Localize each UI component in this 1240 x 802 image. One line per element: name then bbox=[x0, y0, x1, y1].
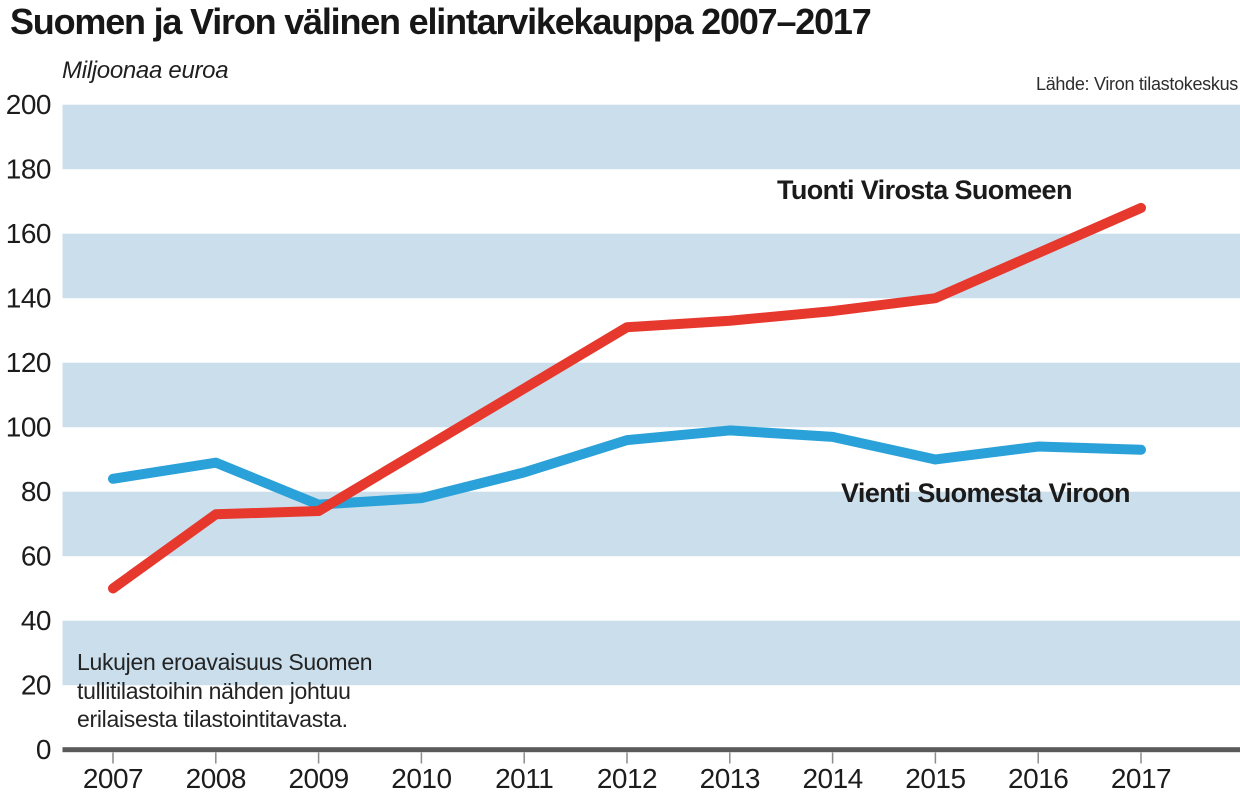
y-axis-tick-label: 40 bbox=[21, 605, 51, 636]
y-axis-tick-label: 120 bbox=[6, 347, 51, 378]
y-axis-tick-label: 140 bbox=[6, 283, 51, 314]
series-line-vienti-suomesta-viroon bbox=[108, 425, 1146, 510]
source-credit: Lähde: Viron tilastokeskus bbox=[1036, 74, 1238, 94]
series-line-tuonti-virosta-suomeen bbox=[108, 202, 1146, 594]
x-axis-tick-label: 2017 bbox=[1111, 763, 1171, 794]
x-axis-tick-label: 2010 bbox=[391, 763, 451, 794]
y-axis-tick-label: 60 bbox=[21, 541, 51, 572]
y-axis-tick-label: 160 bbox=[6, 218, 51, 249]
y-axis-tick-label: 80 bbox=[21, 476, 51, 507]
y-axis-tick-label: 200 bbox=[6, 89, 51, 120]
x-axis-tick-label: 2015 bbox=[905, 763, 965, 794]
x-axis-tick-label: 2007 bbox=[83, 763, 143, 794]
y-axis-tick-label: 20 bbox=[21, 670, 51, 701]
y-axis-tick-label: 180 bbox=[6, 154, 51, 185]
series-label-vienti-suomesta-viroon: Vienti Suomesta Viroon bbox=[841, 478, 1130, 508]
background-stripe-band bbox=[62, 620, 1240, 686]
y-axis-unit-label: Miljoonaa euroa bbox=[62, 57, 229, 84]
y-axis-tick-label: 0 bbox=[36, 734, 51, 765]
x-axis-tick-label: 2009 bbox=[288, 763, 348, 794]
x-axis-tick-label: 2008 bbox=[186, 763, 246, 794]
x-axis-tick-label: 2011 bbox=[495, 763, 553, 794]
background-stripe-band bbox=[62, 104, 1240, 170]
page-title: Suomen ja Viron välinen elintarvikekaupp… bbox=[10, 1, 872, 42]
background-stripe-band bbox=[62, 491, 1240, 557]
background-stripe-band bbox=[62, 362, 1240, 428]
x-axis-tick-label: 2013 bbox=[700, 763, 760, 794]
series-label-tuonti-virosta-suomeen: Tuonti Virosta Suomeen bbox=[777, 175, 1072, 205]
x-axis-tick-label: 2012 bbox=[597, 763, 657, 794]
footnote-annotation: Lukujen eroavaisuus Suomen tullitilastoi… bbox=[77, 649, 373, 732]
y-axis-tick-label: 100 bbox=[6, 412, 51, 443]
x-axis-line bbox=[62, 747, 1240, 753]
x-axis-tick-label: 2016 bbox=[1008, 763, 1068, 794]
x-axis-tick-label: 2014 bbox=[802, 763, 862, 794]
background-stripe-band bbox=[62, 233, 1240, 299]
